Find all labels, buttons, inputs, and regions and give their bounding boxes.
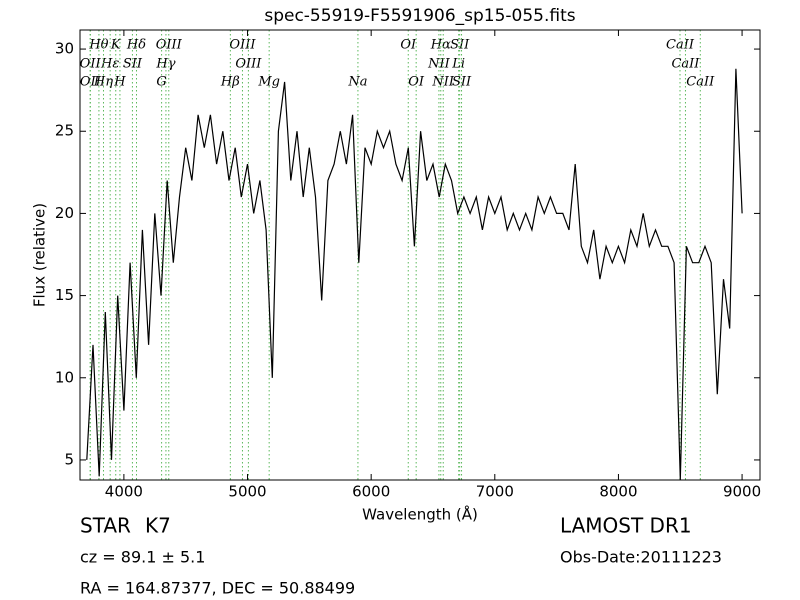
y-tick-label: 5 (64, 450, 74, 468)
spectral-line-label: Hα (430, 38, 451, 53)
x-tick-label: 9000 (723, 483, 761, 501)
spectral-line-label: CaII (666, 38, 695, 53)
y-tick-label: 15 (55, 286, 74, 304)
x-tick-label: 7000 (476, 483, 514, 501)
x-tick-label: 6000 (352, 483, 390, 501)
x-tick-label: 5000 (228, 483, 266, 501)
spectral-line-label: OIII (235, 57, 262, 72)
spectral-line-label: SII (123, 57, 143, 72)
spectral-line-label: OI (408, 75, 425, 90)
x-tick-label: 4000 (105, 483, 143, 501)
spectral-line-label: Na (347, 75, 367, 90)
plot-frame (79, 29, 761, 481)
spectral-line-label: OII (80, 57, 102, 72)
y-tick-label: 10 (55, 368, 74, 386)
spectral-line-label: SII (452, 75, 472, 90)
spectral-line-label: H (113, 75, 126, 90)
x-tick-label: 8000 (599, 483, 637, 501)
y-tick-label: 25 (55, 122, 74, 140)
spectral-line-label: Li (451, 57, 465, 72)
y-axis-label: Flux (relative) (31, 203, 49, 307)
spectral-line-label: OII (80, 75, 102, 90)
chart-title: spec-55919-F5591906_sp15-055.fits (264, 6, 575, 26)
spectral-line-label: Hη (93, 75, 113, 90)
spectral-line-label: CaII (686, 75, 715, 90)
coordinates: RA = 164.87377, DEC = 50.88499 (80, 579, 355, 598)
spectral-line-label: OIII (229, 38, 256, 53)
subclass: K7 (145, 514, 171, 538)
spectral-line-label: NII (431, 75, 455, 90)
x-axis-label: Wavelength (Å) (362, 505, 478, 524)
redshift: cz = 89.1 ± 5.1 (80, 548, 205, 567)
spectral-line-label: CaII (671, 57, 700, 72)
spectral-line-label: Mg (257, 75, 280, 90)
spectral-line-label: NII (427, 57, 451, 72)
y-tick-label: 20 (55, 204, 74, 222)
spectral-line-label: OI (400, 38, 417, 53)
object-class: STAR (80, 514, 131, 538)
spectral-line-label: Hβ (220, 75, 240, 90)
survey: LAMOST DR1 (560, 514, 692, 538)
spectral-line-label: Hδ (126, 38, 146, 53)
spectral-line-label: K (110, 38, 122, 53)
spectral-line-label: Hγ (155, 57, 175, 72)
spectral-line-label: SII (450, 38, 470, 53)
spectrum-line (86, 68, 743, 480)
spectral-line-label: Hε (100, 57, 119, 72)
spectral-line-label: OIII (156, 38, 183, 53)
y-tick-label: 30 (55, 40, 74, 58)
obs-date: Obs-Date:20111223 (560, 548, 722, 567)
spectral-line-label: Hθ (88, 38, 108, 53)
spectral-line-label: G (156, 75, 166, 90)
